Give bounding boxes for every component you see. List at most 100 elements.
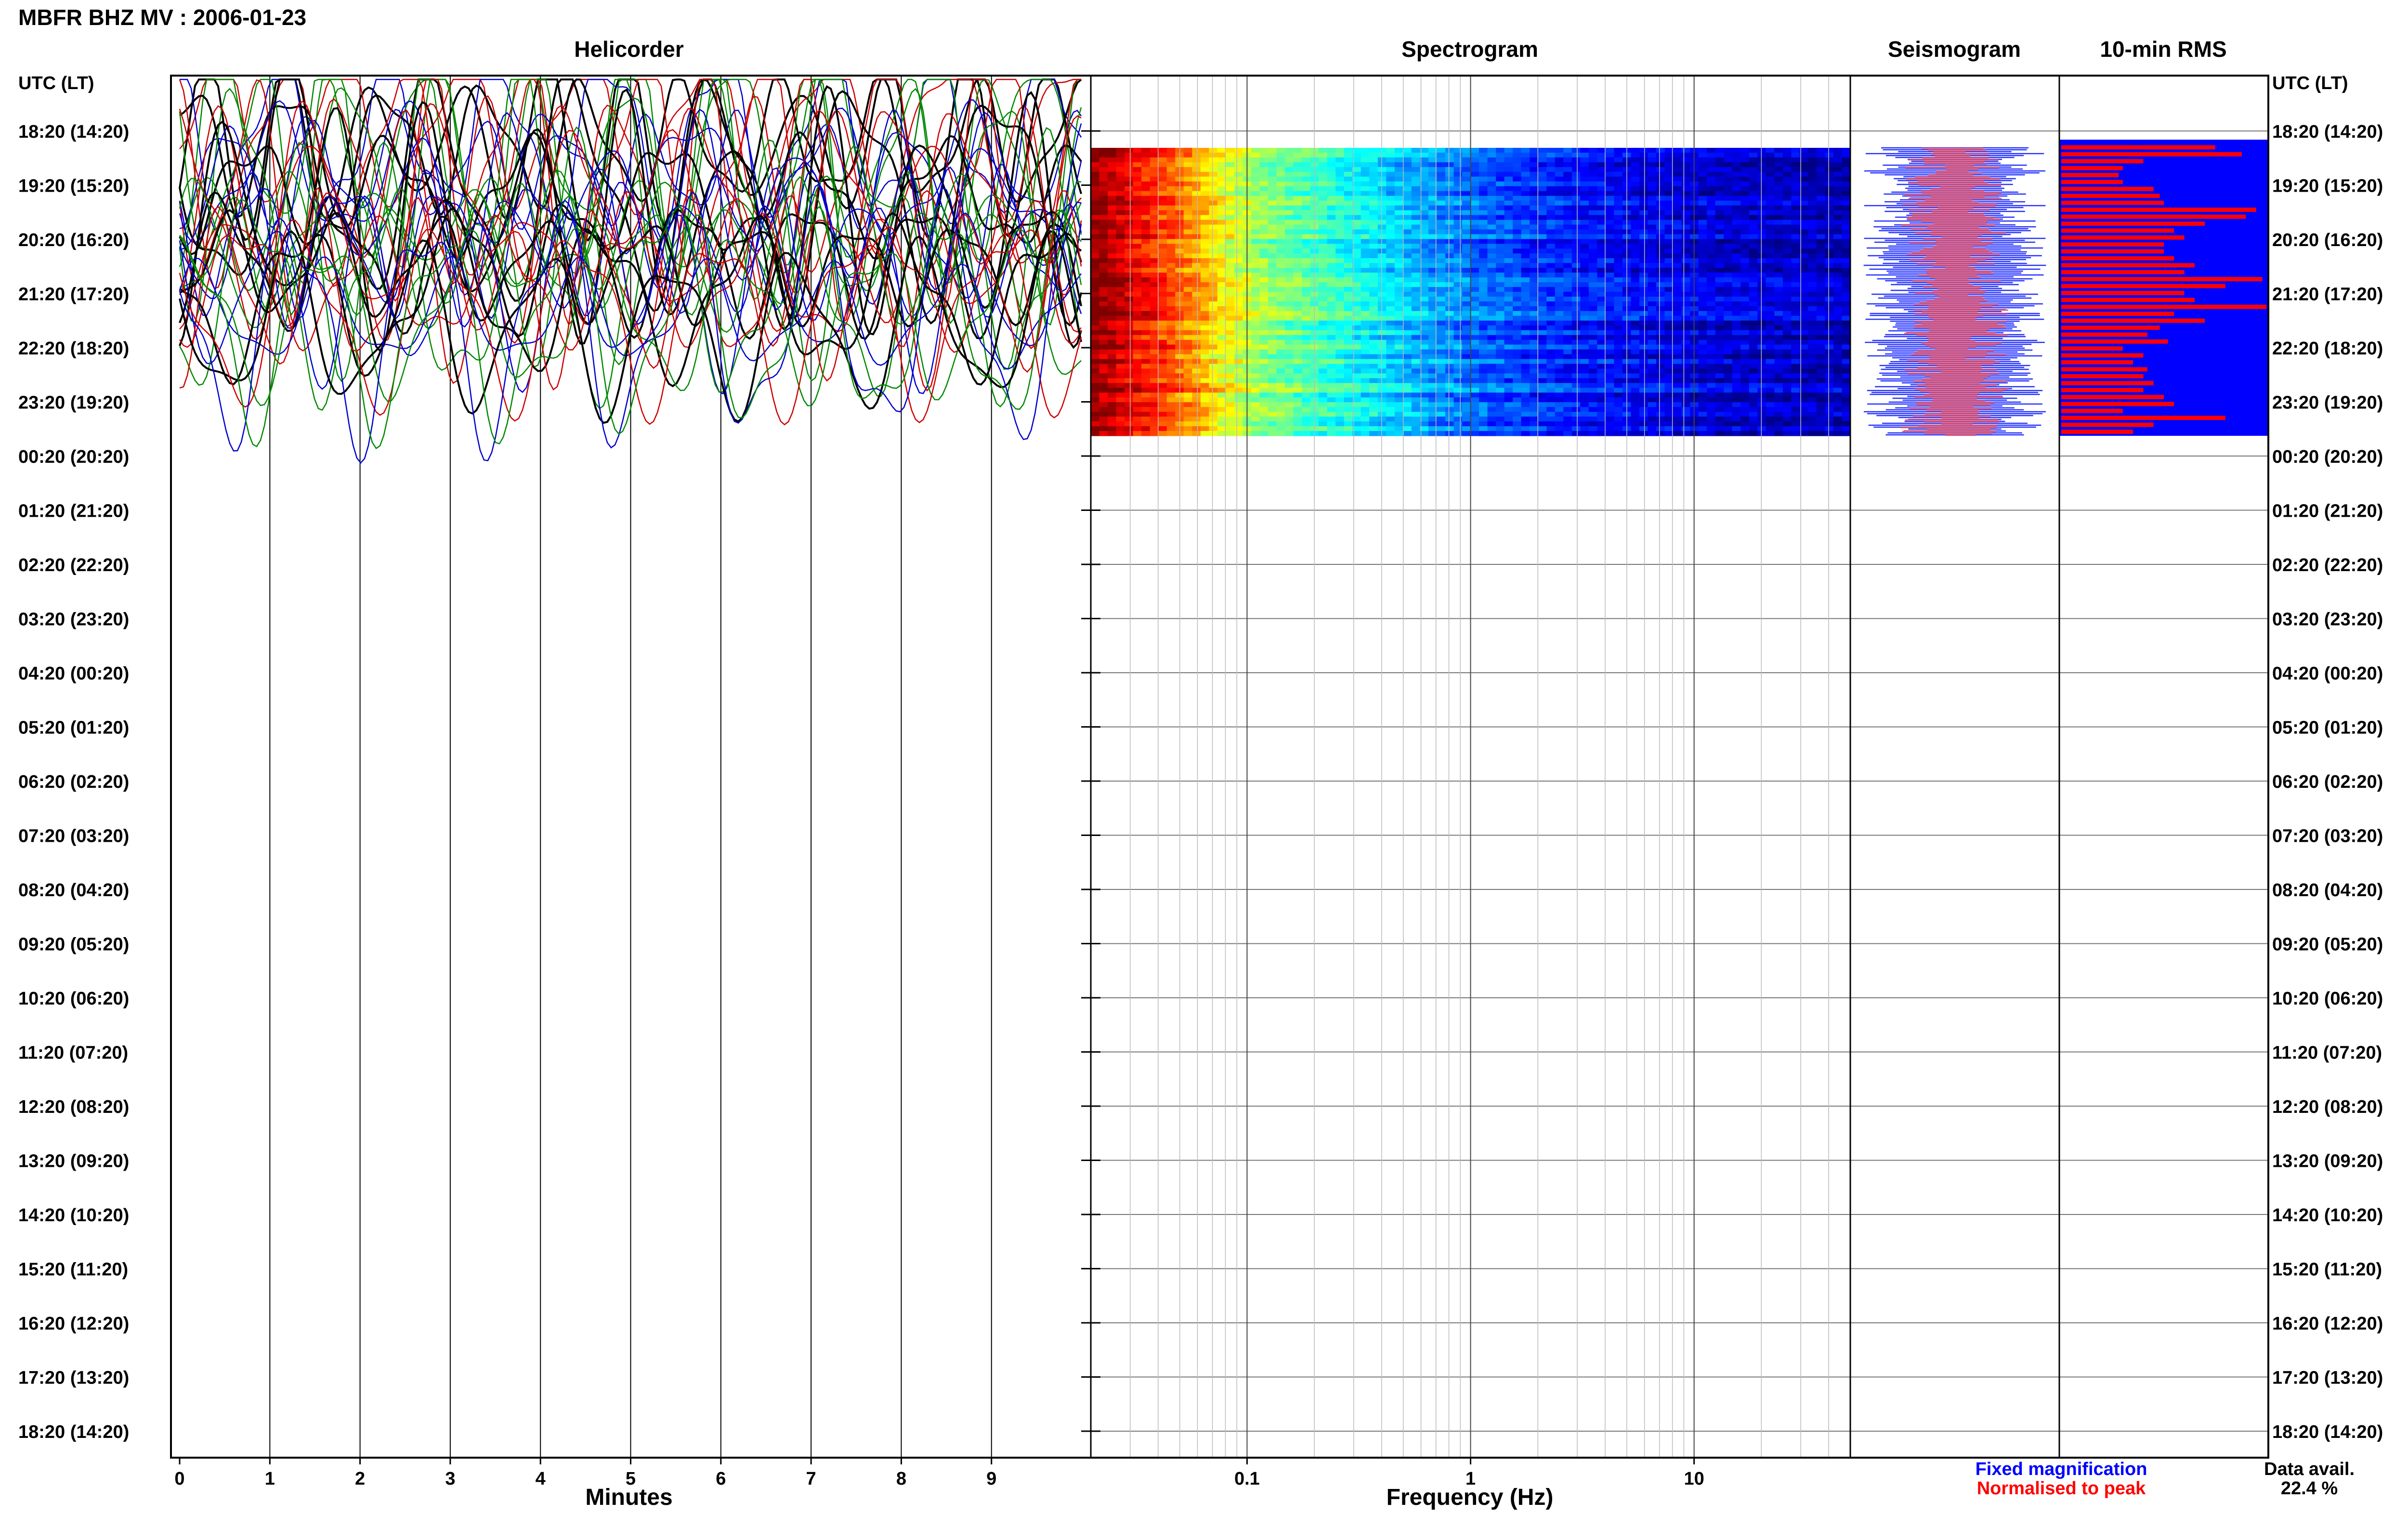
spectrogram-cell [1133, 172, 1142, 177]
spectrogram-cell [1707, 383, 1716, 388]
spectrogram-cell [1757, 253, 1767, 259]
spectrogram-cell [1327, 297, 1336, 302]
spectrogram-cell [1335, 326, 1345, 331]
spectrogram-cell [1589, 407, 1598, 412]
spectrogram-cell [1302, 359, 1311, 365]
spectrogram-cell [1724, 388, 1733, 393]
spectrogram-cell [1471, 182, 1480, 187]
spectrogram-cell [1496, 239, 1505, 244]
spectrogram-cell [1259, 359, 1269, 365]
spectrogram-cell [1631, 297, 1640, 302]
spectrogram-cell [1184, 378, 1193, 383]
spectrogram-cell [1192, 162, 1201, 168]
spectrogram-cell [1505, 177, 1514, 182]
spectrogram-cell [1259, 388, 1269, 393]
spectrogram-cell [1597, 239, 1606, 244]
spectrogram-cell [1488, 167, 1497, 172]
spectrogram-cell [1631, 378, 1640, 383]
spectrogram-cell [1580, 196, 1589, 201]
spectrogram-cell [1319, 167, 1328, 172]
spectrogram-cell [1445, 258, 1454, 263]
spectrogram-cell [1099, 162, 1109, 168]
spectrogram-cell [1791, 172, 1800, 177]
spectrogram-cell [1294, 225, 1303, 230]
spectrogram-cell [1682, 225, 1691, 230]
spectrogram-cell [1201, 301, 1210, 307]
spectrogram-cell [1454, 239, 1463, 244]
spectrogram-cell [1125, 277, 1134, 283]
spectrogram-cell [1724, 239, 1733, 244]
spectrogram-cell [1631, 330, 1640, 336]
spectrogram-cell [1589, 282, 1598, 287]
spectrogram-cell [1521, 201, 1531, 206]
spectrogram-cell [1209, 206, 1218, 211]
spectrogram-cell [1631, 287, 1640, 292]
spectrogram-cell [1141, 206, 1151, 211]
spectrogram-cell [1656, 172, 1665, 177]
spectrogram-cell [1141, 167, 1151, 172]
spectrogram-cell [1167, 383, 1176, 388]
spectrogram-cell [1386, 402, 1395, 407]
spectrogram-cell [1285, 326, 1294, 331]
spectrogram-cell [1699, 392, 1708, 398]
spectrogram-cell [1783, 340, 1792, 345]
spectrogram-cell [1437, 297, 1446, 302]
spectrogram-cell [1639, 229, 1649, 235]
spectrogram-cell [1150, 397, 1159, 403]
spectrogram-cell [1732, 364, 1741, 369]
spectrogram-cell [1116, 273, 1125, 278]
spectrogram-cell [1445, 220, 1454, 225]
spectrogram-cell [1209, 388, 1218, 393]
spectrogram-cell [1150, 345, 1159, 350]
spectrogram-cell [1319, 182, 1328, 187]
spectrogram-cell [1825, 397, 1834, 403]
spectrogram-cell [1454, 220, 1463, 225]
spectrogram-cell [1521, 321, 1531, 326]
spectrogram-cell [1530, 282, 1539, 287]
spectrogram-cell [1479, 402, 1488, 407]
spectrogram-cell [1386, 162, 1395, 168]
spectrogram-cell [1125, 258, 1134, 263]
spectrogram-cell [1538, 326, 1547, 331]
spectrogram-cell [1757, 335, 1767, 340]
spectrogram-cell [1783, 220, 1792, 225]
spectrogram-cell [1538, 311, 1547, 316]
spectrogram-cell [1277, 239, 1286, 244]
spectrogram-cell [1471, 177, 1480, 182]
spectrogram-cell [1294, 220, 1303, 225]
spectrogram-cell [1757, 350, 1767, 355]
spectrogram-cell [1833, 153, 1843, 158]
spectrogram-cell [1606, 167, 1615, 172]
spectrogram-cell [1294, 196, 1303, 201]
spectrogram-cell [1361, 186, 1370, 192]
spectrogram-cell [1546, 287, 1556, 292]
spectrogram-cell [1774, 364, 1783, 369]
spectrogram-cell [1125, 321, 1134, 326]
spectrogram-cell [1335, 378, 1345, 383]
spectrogram-cell [1184, 258, 1193, 263]
spectrogram-cell [1209, 306, 1218, 312]
spectrogram-cell [1631, 373, 1640, 378]
spectrogram-cell [1606, 373, 1615, 378]
spectrogram-cell [1572, 345, 1581, 350]
spectrogram-cell [1505, 350, 1514, 355]
spectrogram-cell [1546, 402, 1556, 407]
spectrogram-cell [1496, 287, 1505, 292]
spectrogram-cell [1268, 383, 1277, 388]
spectrogram-cell [1150, 225, 1159, 230]
spectrogram-cell [1335, 388, 1345, 393]
spectrogram-cell [1395, 172, 1404, 177]
spectrogram-cell [1732, 359, 1741, 365]
spectrogram-cell [1749, 306, 1758, 312]
spectrogram-cell [1108, 234, 1117, 239]
spectrogram-cell [1808, 388, 1817, 393]
spectrogram-cell [1192, 354, 1201, 360]
spectrogram-cell [1614, 359, 1623, 365]
spectrogram-cell [1597, 326, 1606, 331]
spectrogram-cell [1707, 167, 1716, 172]
spectrogram-cell [1580, 316, 1589, 321]
spectrogram-cell [1167, 148, 1176, 153]
spectrogram-cell [1344, 225, 1353, 230]
spectrogram-cell [1277, 287, 1286, 292]
spectrogram-cell [1403, 153, 1412, 158]
